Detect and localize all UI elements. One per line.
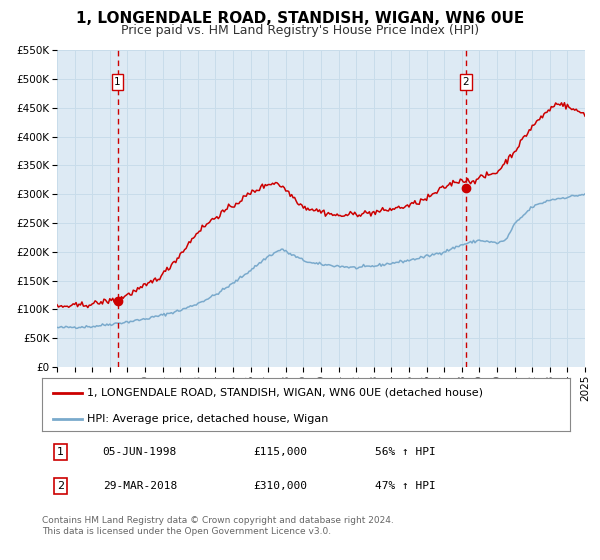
Text: HPI: Average price, detached house, Wigan: HPI: Average price, detached house, Wiga… <box>87 414 328 424</box>
Text: £310,000: £310,000 <box>253 481 307 491</box>
Text: Contains HM Land Registry data © Crown copyright and database right 2024.
This d: Contains HM Land Registry data © Crown c… <box>42 516 394 536</box>
Text: 47% ↑ HPI: 47% ↑ HPI <box>374 481 436 491</box>
Text: £115,000: £115,000 <box>253 447 307 457</box>
Text: 2: 2 <box>57 481 64 491</box>
Text: 29-MAR-2018: 29-MAR-2018 <box>103 481 177 491</box>
Text: 56% ↑ HPI: 56% ↑ HPI <box>374 447 436 457</box>
Text: 1, LONGENDALE ROAD, STANDISH, WIGAN, WN6 0UE: 1, LONGENDALE ROAD, STANDISH, WIGAN, WN6… <box>76 11 524 26</box>
Text: 1, LONGENDALE ROAD, STANDISH, WIGAN, WN6 0UE (detached house): 1, LONGENDALE ROAD, STANDISH, WIGAN, WN6… <box>87 388 483 398</box>
Text: 1: 1 <box>57 447 64 457</box>
Text: 2: 2 <box>463 77 469 87</box>
Text: 1: 1 <box>114 77 121 87</box>
Text: 05-JUN-1998: 05-JUN-1998 <box>103 447 177 457</box>
Text: Price paid vs. HM Land Registry's House Price Index (HPI): Price paid vs. HM Land Registry's House … <box>121 24 479 36</box>
